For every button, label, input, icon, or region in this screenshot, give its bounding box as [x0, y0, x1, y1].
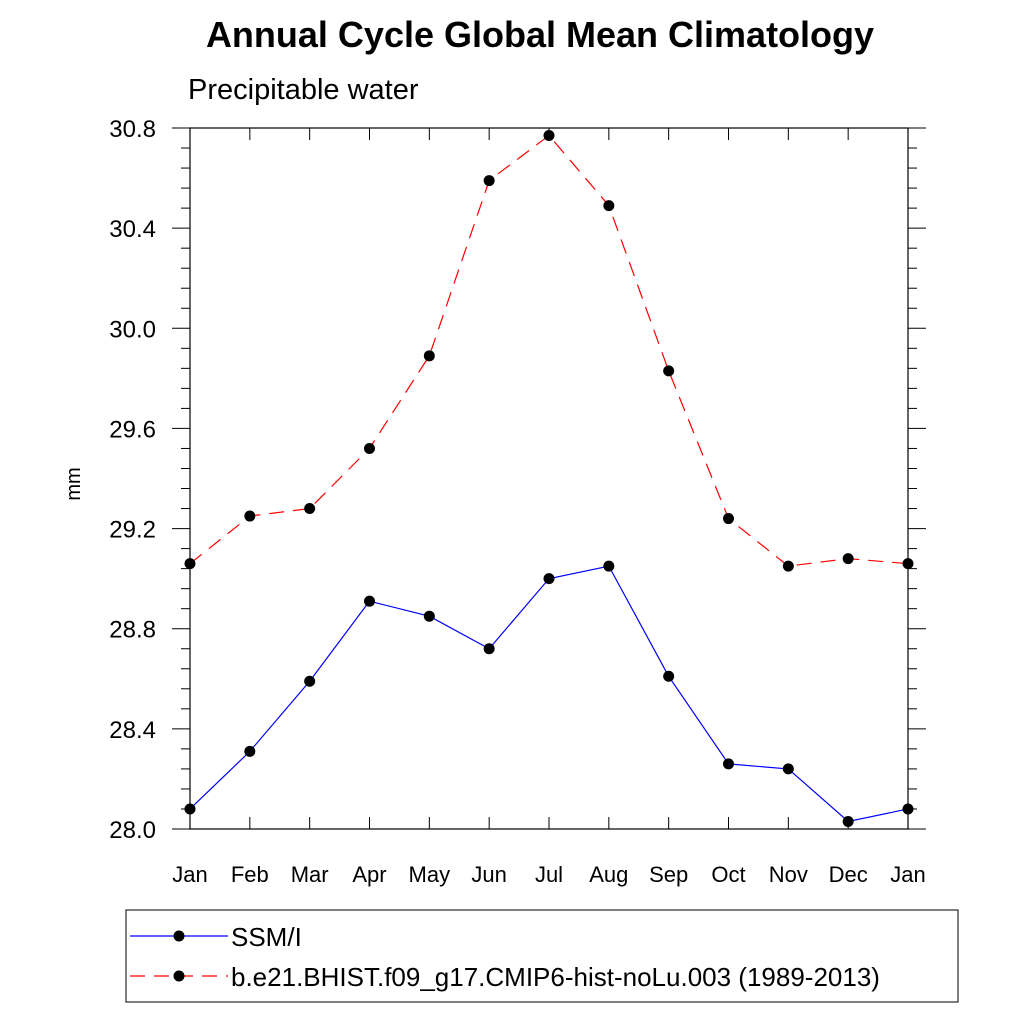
data-point: [184, 558, 196, 570]
legend-box: [125, 909, 959, 1003]
x-tick-label: Jul: [535, 862, 563, 887]
data-point: [244, 510, 256, 522]
x-tick-label: Nov: [769, 862, 808, 887]
data-point: [423, 350, 435, 362]
data-point: [543, 130, 555, 142]
data-point: [304, 675, 316, 687]
x-tick-label: Oct: [711, 862, 745, 887]
y-tick-label: 30.4: [109, 216, 156, 243]
x-tick-label: Aug: [589, 862, 628, 887]
data-point: [423, 610, 435, 622]
legend-label-model: b.e21.BHIST.f09_g17.CMIP6-hist-noLu.003 …: [231, 962, 880, 992]
data-point: [364, 442, 375, 454]
legend-marker-model: [173, 970, 185, 982]
data-point: [603, 560, 615, 572]
y-tick-label: 30.0: [109, 316, 156, 343]
plot-frame: [189, 127, 909, 830]
data-point: [364, 595, 375, 607]
y-axis-label: mm: [63, 467, 85, 500]
legend-label-ssmi: SSM/I: [231, 922, 302, 952]
series-line-1: [189, 134, 909, 567]
data-point: [304, 503, 316, 515]
series-line-0: [189, 565, 909, 823]
data-point: [483, 643, 495, 655]
x-tick-label: Sep: [649, 862, 688, 887]
data-point: [842, 815, 854, 827]
x-tick-label: Feb: [231, 862, 269, 887]
y-tick-label: 28.0: [109, 817, 156, 844]
data-point: [842, 553, 854, 565]
data-point: [543, 573, 555, 585]
x-tick-label: Dec: [829, 862, 868, 887]
data-point: [723, 513, 734, 525]
x-tick-label: Jun: [471, 862, 506, 887]
data-point: [723, 758, 734, 770]
data-point: [244, 745, 256, 757]
data-point: [184, 803, 196, 815]
axes: Jan Feb Mar Apr May Jun Jul Aug Sep Oct Nov Dec Jan 2…: [109, 116, 926, 887]
y-tick-label: 29.2: [109, 517, 156, 544]
y-tick-label: 28.8: [109, 617, 156, 644]
chart-subtitle: Precipitable water: [188, 74, 419, 106]
data-point: [663, 365, 675, 377]
data-point: [483, 175, 495, 187]
data-point: [603, 200, 615, 212]
legend: SSM/I b.e21.BHIST.f09_g17.CMIP6-hist-noL…: [125, 909, 959, 1003]
x-tick-label: Mar: [291, 862, 329, 887]
x-tick-label: May: [409, 862, 451, 887]
y-tick-label: 30.8: [109, 116, 156, 143]
legend-marker-ssmi: [173, 930, 185, 942]
data-point: [782, 560, 794, 572]
data-point: [663, 670, 675, 682]
chart-title: Annual Cycle Global Mean Climatology: [206, 14, 874, 55]
x-tick-label: Apr: [352, 862, 386, 887]
series-layer: [184, 130, 914, 827]
data-point: [782, 763, 794, 775]
y-tick-label: 28.4: [109, 717, 156, 744]
x-tick-label: Jan: [172, 862, 207, 887]
x-tick-label: Jan: [890, 862, 925, 887]
data-point: [902, 803, 914, 815]
data-point: [902, 558, 914, 570]
y-tick-label: 29.6: [109, 416, 156, 443]
